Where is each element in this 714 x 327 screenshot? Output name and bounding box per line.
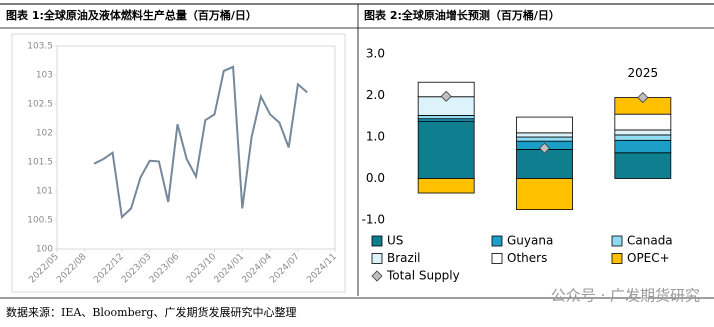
legend-swatch <box>611 253 623 264</box>
legend-swatch <box>491 253 503 264</box>
bar-segment <box>614 152 672 179</box>
source-note: 数据来源：IEA、Bloomberg、广发期货发展研究中心整理 <box>6 305 296 319</box>
total-marker <box>440 90 452 102</box>
x-tick-label: 2023/06 <box>148 252 182 286</box>
y-tick-label: 103.5 <box>27 42 53 52</box>
chart-title: 图表 1:全球原油及液体燃料生产总量（百万桶/日） <box>6 8 257 22</box>
total-marker <box>538 142 551 154</box>
category-label: 2025 <box>628 66 659 80</box>
bar-segment <box>516 136 573 142</box>
data-line <box>93 65 308 220</box>
y-tick-label: 100 <box>36 245 53 255</box>
y-tick-label: 1.0 <box>366 130 385 144</box>
bar-segment <box>516 178 573 211</box>
legend-label: OPEC+ <box>627 251 670 265</box>
y-tick-label: 100.5 <box>27 216 53 226</box>
y-tick-label: 103 <box>36 71 53 81</box>
legend-marker <box>371 270 383 282</box>
x-tick-label: 2024/07 <box>268 252 302 286</box>
legend-label: Others <box>507 251 547 265</box>
legend-swatch <box>371 235 383 247</box>
total-marker <box>637 92 649 104</box>
legend-label: Canada <box>627 234 673 248</box>
chart-title: 图表 2:全球原油增长预测（百万桶/日） <box>364 8 560 22</box>
bar-segment <box>417 120 475 179</box>
y-tick-label: 2.0 <box>366 88 385 102</box>
y-tick-label: 101.5 <box>27 158 53 168</box>
legend-label: Guyana <box>507 234 553 248</box>
plot-area <box>56 45 336 250</box>
legend-label: Brazil <box>387 251 421 265</box>
legend-swatch <box>611 235 623 247</box>
y-tick-label: 101 <box>36 187 53 197</box>
bar-segment <box>614 129 672 136</box>
legend-label: Total Supply <box>386 269 460 283</box>
legend-swatch <box>491 235 503 247</box>
bar-segment <box>516 149 573 179</box>
bar-segment <box>614 139 672 154</box>
y-tick-label: -1.0 <box>362 213 385 227</box>
bar-segment <box>614 113 672 131</box>
bar-segment <box>417 115 475 120</box>
bar-segment <box>417 178 475 194</box>
x-tick-label: 2024/11 <box>305 252 339 286</box>
bar-segment <box>516 132 573 138</box>
y-tick-label: 102.5 <box>27 100 53 110</box>
legend-label: US <box>387 234 403 248</box>
x-tick-label: 2022/08 <box>55 252 89 286</box>
y-tick-label: 3.0 <box>366 47 385 61</box>
watermark: 公众号 · 广发期货研究 <box>551 287 700 305</box>
bar-segment <box>516 116 573 134</box>
y-tick-label: 0.0 <box>366 171 385 185</box>
y-tick-label: 102 <box>36 129 53 139</box>
chart-frame <box>11 33 346 293</box>
bar-segment <box>614 134 672 141</box>
legend-swatch <box>371 253 383 264</box>
